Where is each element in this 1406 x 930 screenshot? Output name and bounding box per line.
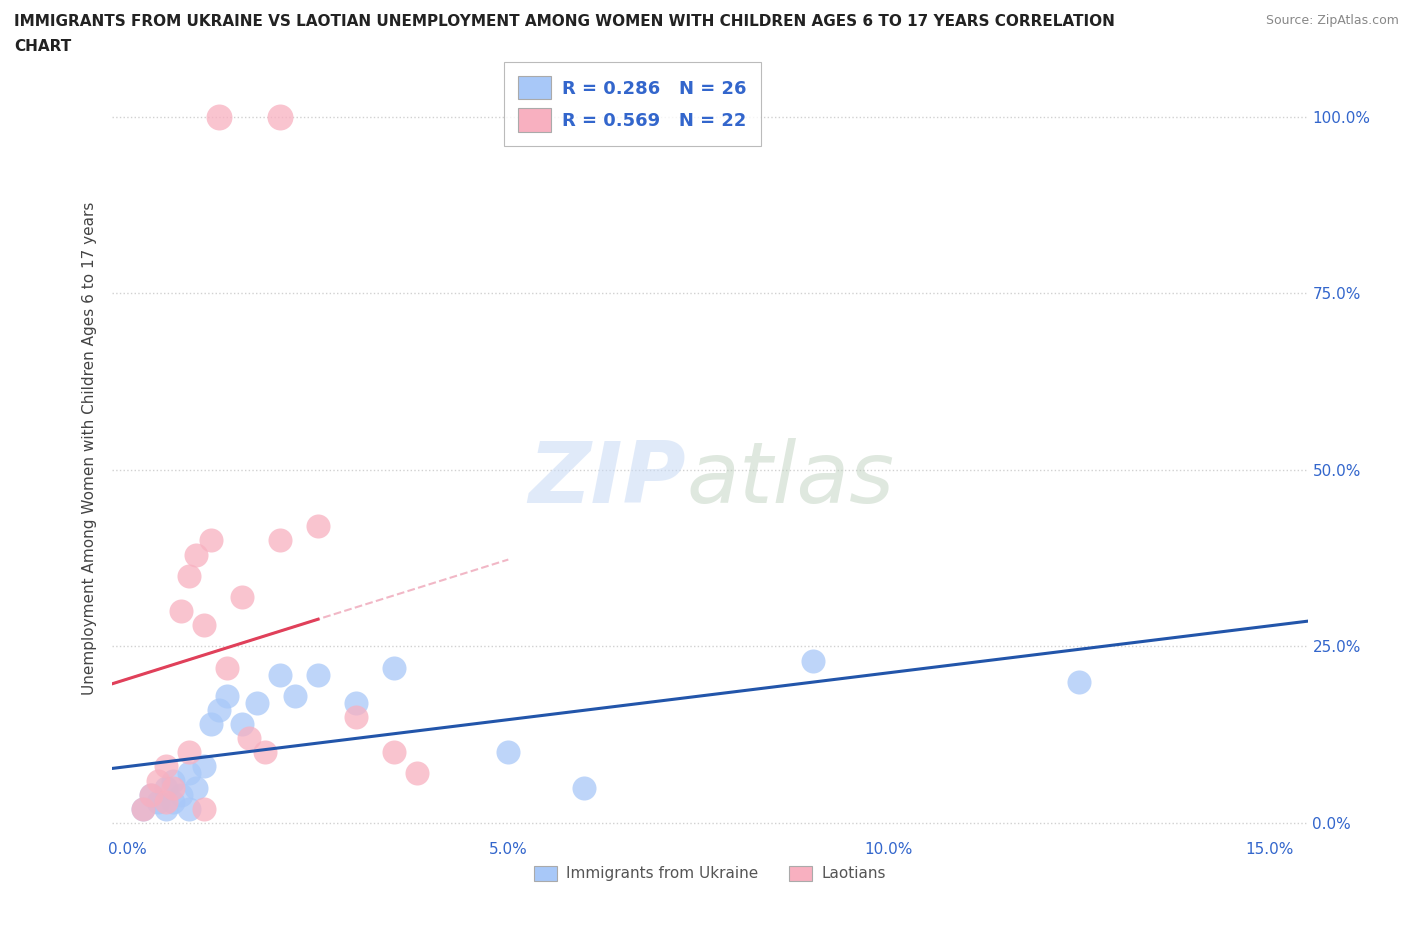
- Point: [193, 759, 215, 774]
- Point: [162, 780, 184, 795]
- Point: [186, 547, 208, 562]
- Point: [132, 802, 155, 817]
- Point: [382, 745, 405, 760]
- Point: [574, 780, 596, 795]
- Point: [344, 696, 367, 711]
- Point: [170, 604, 193, 618]
- Point: [170, 787, 193, 802]
- Point: [162, 794, 184, 809]
- Point: [231, 590, 253, 604]
- Point: [162, 773, 184, 788]
- Point: [269, 110, 291, 125]
- Text: ZIP: ZIP: [529, 438, 686, 522]
- Point: [177, 766, 200, 781]
- Point: [344, 710, 367, 724]
- Point: [801, 653, 824, 668]
- Point: [208, 110, 231, 125]
- Point: [146, 794, 169, 809]
- Point: [155, 794, 177, 809]
- Point: [238, 731, 260, 746]
- Point: [193, 618, 215, 632]
- Point: [498, 745, 520, 760]
- Point: [269, 667, 291, 682]
- Point: [146, 773, 169, 788]
- Point: [132, 802, 155, 817]
- Point: [215, 660, 238, 675]
- Point: [1069, 674, 1091, 689]
- Point: [246, 696, 269, 711]
- Point: [208, 702, 231, 717]
- Text: Source: ZipAtlas.com: Source: ZipAtlas.com: [1265, 14, 1399, 27]
- Text: IMMIGRANTS FROM UKRAINE VS LAOTIAN UNEMPLOYMENT AMONG WOMEN WITH CHILDREN AGES 6: IMMIGRANTS FROM UKRAINE VS LAOTIAN UNEMP…: [14, 14, 1115, 29]
- Point: [253, 745, 276, 760]
- Point: [139, 787, 162, 802]
- Point: [186, 780, 208, 795]
- Point: [231, 717, 253, 732]
- Point: [382, 660, 405, 675]
- Text: atlas: atlas: [686, 438, 894, 522]
- Point: [307, 667, 329, 682]
- Point: [307, 519, 329, 534]
- Point: [155, 759, 177, 774]
- Y-axis label: Unemployment Among Women with Children Ages 6 to 17 years: Unemployment Among Women with Children A…: [82, 202, 97, 696]
- Point: [177, 568, 200, 583]
- Point: [193, 802, 215, 817]
- Point: [200, 717, 222, 732]
- Point: [269, 533, 291, 548]
- Point: [177, 802, 200, 817]
- Point: [177, 745, 200, 760]
- Point: [155, 780, 177, 795]
- Legend: Immigrants from Ukraine, Laotians: Immigrants from Ukraine, Laotians: [529, 859, 891, 887]
- Point: [215, 688, 238, 703]
- Point: [284, 688, 307, 703]
- Point: [406, 766, 429, 781]
- Point: [139, 787, 162, 802]
- Point: [155, 802, 177, 817]
- Point: [200, 533, 222, 548]
- Text: CHART: CHART: [14, 39, 72, 54]
